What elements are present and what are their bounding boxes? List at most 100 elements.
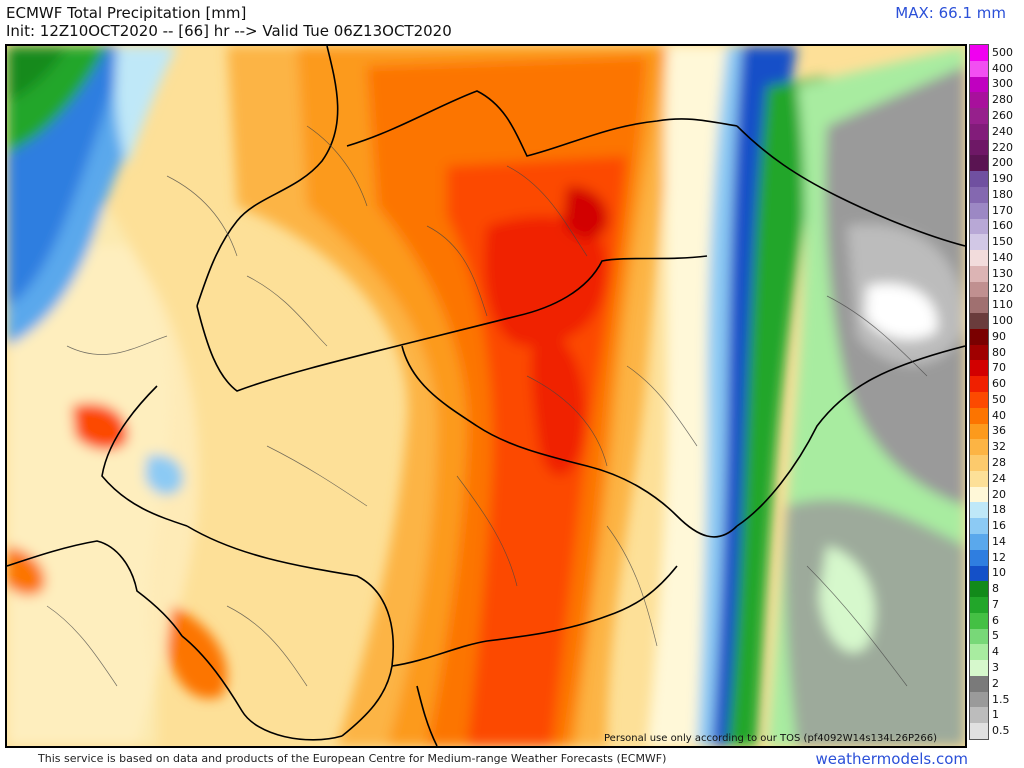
page-title: ECMWF Total Precipitation [mm]	[6, 4, 247, 22]
tos-notice: Personal use only according to our TOS (…	[604, 733, 937, 744]
colorbar-label: 1.5	[992, 692, 1010, 706]
colorbar-swatch	[970, 565, 988, 582]
colorbar-swatch	[970, 470, 988, 488]
colorbar-swatch	[970, 533, 988, 551]
colorbar-label: 120	[992, 282, 1013, 296]
colorbar-label: 280	[992, 93, 1013, 107]
colorbar-label: 90	[992, 329, 1006, 343]
colorbar-swatch	[970, 265, 988, 283]
colorbar-label: 1	[992, 708, 999, 722]
colorbar-swatch	[970, 707, 988, 724]
colorbar-swatch	[970, 60, 988, 78]
colorbar-label: 36	[992, 424, 1006, 438]
colorbar-swatch	[970, 423, 988, 440]
colorbar-label: 0.5	[992, 724, 1010, 738]
colorbar-label: 300	[992, 77, 1013, 91]
colorbar-label: 140	[992, 250, 1013, 264]
colorbar-label: 110	[992, 298, 1013, 312]
colorbar-label: 180	[992, 187, 1013, 201]
colorbar-label: 5	[992, 629, 999, 643]
colorbar-swatch	[970, 218, 988, 235]
brand-link[interactable]: weathermodels.com	[815, 750, 968, 768]
colorbar-label: 40	[992, 408, 1006, 422]
colorbar-swatch	[970, 581, 988, 598]
colorbar-label: 2	[992, 676, 999, 690]
colorbar-swatch	[970, 250, 988, 267]
colorbar-label: 150	[992, 235, 1013, 249]
colorbar-swatch	[970, 644, 988, 661]
colorbar-swatch	[970, 281, 988, 298]
colorbar-swatch	[970, 186, 988, 204]
run-info: Init: 12Z10OCT2020 -- [66] hr --> Valid …	[6, 22, 452, 40]
ecmwf-credit: This service is based on data and produc…	[38, 752, 667, 765]
colorbar-swatch	[970, 612, 988, 630]
colorbar-swatch	[970, 502, 988, 519]
precipitation-map	[5, 44, 967, 748]
colorbar-label: 80	[992, 345, 1006, 359]
colorbar-swatch	[970, 597, 988, 614]
colorbar-swatch	[970, 439, 988, 456]
colorbar-label: 7	[992, 597, 999, 611]
colorbar-swatch	[970, 202, 988, 219]
colorbar-swatch	[970, 628, 988, 645]
max-value-label: MAX: 66.1 mm	[895, 4, 1006, 22]
colorbar-swatch	[970, 723, 988, 740]
colorbar-label: 160	[992, 219, 1013, 233]
colorbar-swatch	[970, 234, 988, 251]
colorbar-swatch	[970, 360, 988, 377]
colorbar-swatch	[970, 691, 988, 708]
colorbar-swatch	[970, 155, 988, 172]
chart-header: ECMWF Total Precipitation [mm] Init: 12Z…	[0, 0, 1024, 44]
colorbar-swatch	[970, 139, 988, 156]
colorbar-label: 6	[992, 613, 999, 627]
colorbar-label: 12	[992, 550, 1006, 564]
colorbar	[969, 44, 989, 740]
colorbar-label: 28	[992, 455, 1006, 469]
colorbar-swatch	[970, 392, 988, 409]
colorbar-label: 24	[992, 471, 1006, 485]
region-borders	[46, 125, 928, 687]
colorbar-label: 200	[992, 156, 1013, 170]
colorbar-swatch	[970, 92, 988, 109]
colorbar-label: 240	[992, 124, 1013, 138]
colorbar-swatch	[970, 108, 988, 125]
precip-fields	[7, 46, 965, 746]
colorbar-swatch	[970, 675, 988, 693]
colorbar-swatch	[970, 660, 988, 677]
colorbar-label: 20	[992, 487, 1006, 501]
colorbar-label: 260	[992, 108, 1013, 122]
colorbar-swatch	[970, 486, 988, 503]
colorbar-swatch	[970, 407, 988, 425]
colorbar-label: 50	[992, 392, 1006, 406]
colorbar-label: 220	[992, 140, 1013, 154]
colorbar-label: 400	[992, 61, 1013, 75]
colorbar-label: 16	[992, 519, 1006, 533]
colorbar-label: 60	[992, 377, 1006, 391]
colorbar-label: 3	[992, 661, 999, 675]
colorbar-swatch	[970, 297, 988, 314]
colorbar-label: 100	[992, 314, 1013, 328]
colorbar-swatch	[970, 328, 988, 346]
colorbar-label: 10	[992, 566, 1006, 580]
colorbar-swatch	[970, 313, 988, 330]
colorbar-swatch	[970, 45, 988, 62]
colorbar-swatch	[970, 123, 988, 141]
colorbar-label: 32	[992, 440, 1006, 454]
colorbar-label: 190	[992, 172, 1013, 186]
colorbar-label: 18	[992, 503, 1006, 517]
colorbar-swatch	[970, 76, 988, 93]
colorbar-label: 8	[992, 582, 999, 596]
colorbar-swatch	[970, 376, 988, 393]
colorbar-label: 130	[992, 266, 1013, 280]
footer: This service is based on data and produc…	[0, 750, 1024, 768]
colorbar-swatch	[970, 344, 988, 361]
colorbar-label: 4	[992, 645, 999, 659]
colorbar-swatch	[970, 549, 988, 566]
colorbar-label: 500	[992, 45, 1013, 59]
colorbar-label: 70	[992, 361, 1006, 375]
colorbar-swatch	[970, 518, 988, 535]
map-canvas	[7, 46, 965, 746]
colorbar-swatch	[970, 455, 988, 472]
colorbar-swatch	[970, 171, 988, 188]
colorbar-label: 170	[992, 203, 1013, 217]
